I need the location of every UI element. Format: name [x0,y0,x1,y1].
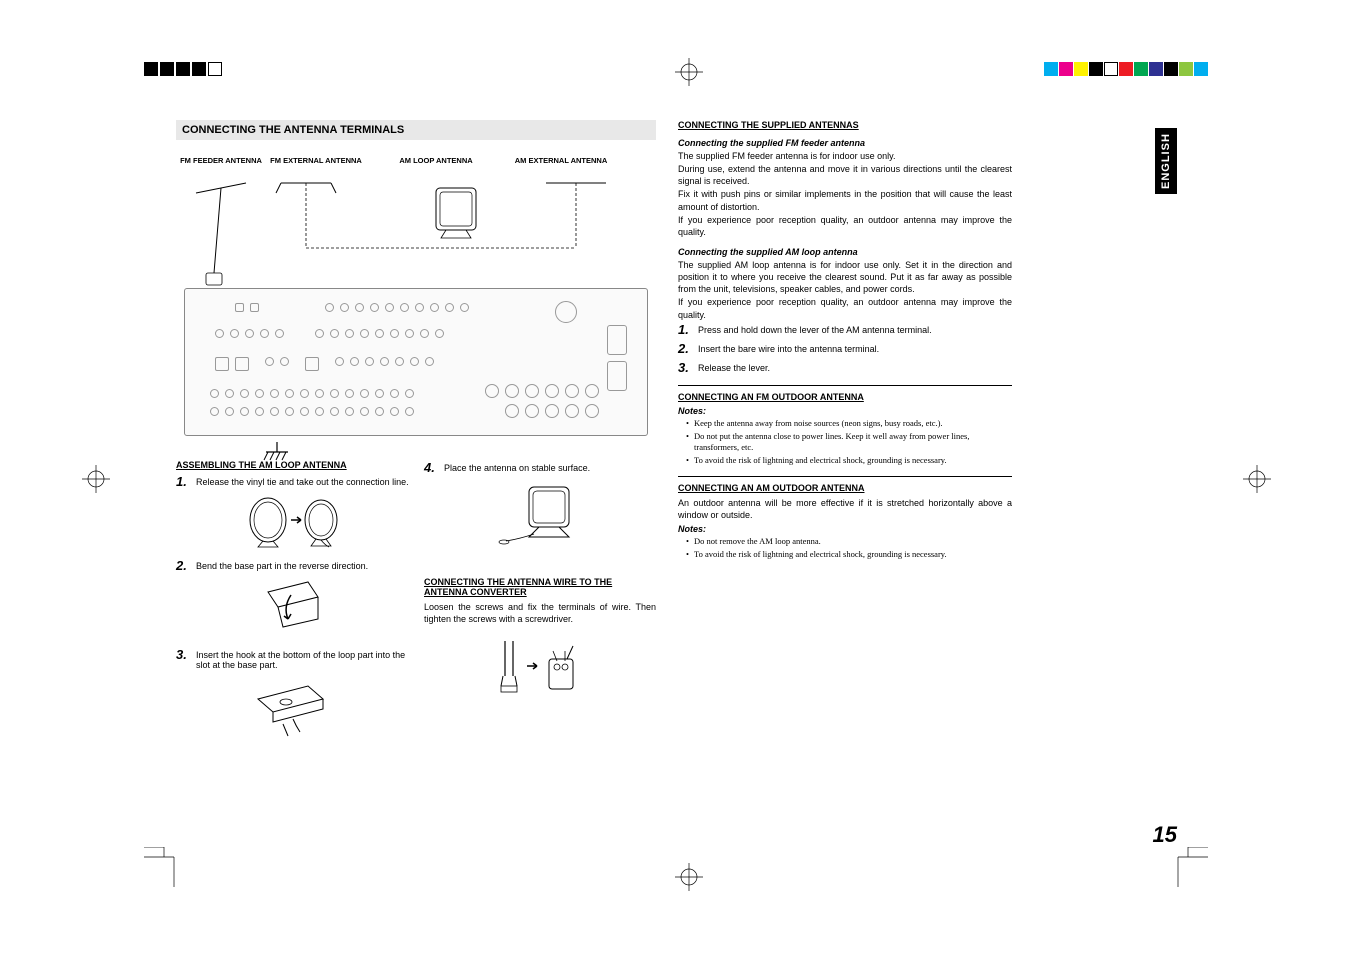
fm-p4: If you experience poor reception quality… [678,214,1012,238]
am-p1: The supplied AM loop antenna is for indo… [678,259,1012,295]
am-note-1: Do not remove the AM loop antenna. [678,536,1012,547]
registration-bottom-center [675,863,703,896]
mid-column: 4. Place the antenna on stable surface. … [424,460,656,711]
registration-top-right [1044,62,1208,76]
step-4: 4. Place the antenna on stable surface. [424,460,656,475]
section-title: CONNECTING THE ANTENNA TERMINALS [176,120,656,140]
label-am-loop: AM LOOP ANTENNA [366,156,506,165]
fm-outdoor-heading: CONNECTING AN FM OUTDOOR ANTENNA [678,392,1012,402]
am-notes-label: Notes: [678,524,1012,534]
fm-p2: During use, extend the antenna and move … [678,163,1012,187]
page-number: 15 [1153,822,1177,848]
label-fm-feeder: FM FEEDER ANTENNA [176,156,266,165]
am-outdoor-heading: CONNECTING AN AM OUTDOOR ANTENNA [678,483,1012,493]
step-1-text: Release the vinyl tie and take out the c… [196,474,409,489]
fm-p1: The supplied FM feeder antenna is for in… [678,150,1012,162]
step-3-text: Insert the hook at the bottom of the loo… [196,647,410,670]
am-outdoor-p1: An outdoor antenna will be more effectiv… [678,497,1012,521]
rear-panel-illustration [184,288,648,436]
fm-p3: Fix it with push pins or similar impleme… [678,188,1012,212]
step-2: 2. Bend the base part in the reverse dir… [176,558,410,573]
fm-note-2: Do not put the antenna close to power li… [678,431,1012,453]
fm-note-1: Keep the antenna away from noise sources… [678,418,1012,429]
am-s1: 1.Press and hold down the lever of the A… [678,322,1012,337]
step-2-illustration [253,577,333,637]
registration-left [82,465,110,498]
registration-right [1243,465,1271,498]
fm-notes-label: Notes: [678,406,1012,416]
right-column: CONNECTING THE SUPPLIED ANTENNAS Connect… [678,120,1012,562]
am-note-2: To avoid the risk of lightning and elect… [678,549,1012,560]
supplied-heading: CONNECTING THE SUPPLIED ANTENNAS [678,120,1012,130]
step-3-illustration [248,674,338,739]
step-4-illustration [494,479,584,549]
page-content: CONNECTING THE ANTENNA TERMINALS FM FEED… [176,120,1176,470]
wire-text: Loosen the screws and fix the terminals … [424,601,656,625]
am-sub-heading: Connecting the supplied AM loop antenna [678,247,1012,257]
step-4-text: Place the antenna on stable surface. [444,460,590,475]
left-column: ASSEMBLING THE AM LOOP ANTENNA 1. Releas… [176,460,410,749]
fm-note-3: To avoid the risk of lightning and elect… [678,455,1012,466]
assembling-heading: ASSEMBLING THE AM LOOP ANTENNA [176,460,410,470]
step-1: 1. Release the vinyl tie and take out th… [176,474,410,489]
label-fm-external: FM EXTERNAL ANTENNA [266,156,366,165]
am-s3: 3.Release the lever. [678,360,1012,375]
step-1-illustration [243,493,343,548]
antenna-diagram: FM FEEDER ANTENNA FM EXTERNAL ANTENNA AM… [176,148,656,460]
registration-top-center [675,58,703,91]
crop-bottom-left [144,847,184,892]
am-p2: If you experience poor reception quality… [678,296,1012,320]
fm-sub-heading: Connecting the supplied FM feeder antenn… [678,138,1012,148]
label-am-external: AM EXTERNAL ANTENNA [506,156,616,165]
registration-top-left [144,62,222,76]
wire-illustration [485,631,595,701]
antenna-lines-illustration [176,178,656,288]
wire-heading: CONNECTING THE ANTENNA WIRE TO THE ANTEN… [424,577,656,597]
step-3: 3. Insert the hook at the bottom of the … [176,647,410,670]
step-2-text: Bend the base part in the reverse direct… [196,558,368,573]
crop-bottom-right [1168,847,1208,892]
am-s2: 2.Insert the bare wire into the antenna … [678,341,1012,356]
